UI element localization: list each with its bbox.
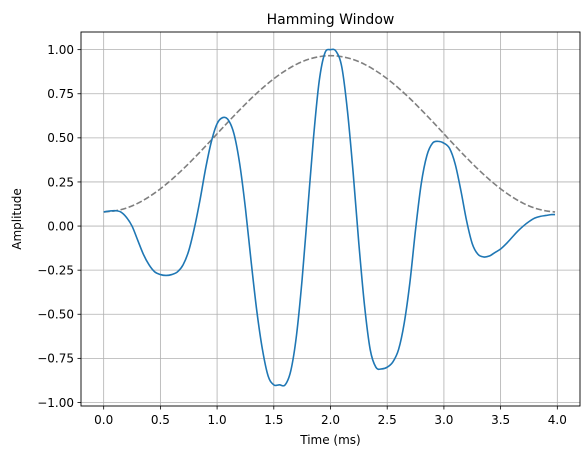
x-tick-label: 0.0 (94, 413, 113, 427)
y-axis: −1.00 −0.75 −0.50 −0.25 0.00 0.25 0.50 0.75 1.00 (37, 43, 81, 410)
y-tick-label: −0.75 (37, 352, 74, 366)
plot-area (103, 48, 556, 387)
x-tick-label: 2.0 (321, 413, 340, 427)
y-tick-label: 0.75 (47, 87, 74, 101)
x-tick-label: 4.0 (548, 413, 567, 427)
x-axis: 0.0 0.5 1.0 1.5 2.0 2.5 3.0 3.5 4.0 (94, 406, 567, 427)
y-axis-label: Amplitude (10, 188, 24, 250)
y-tick-label: 0.00 (47, 219, 74, 233)
x-tick-label: 3.5 (491, 413, 510, 427)
window-envelope-line (103, 54, 556, 213)
x-tick-label: 3.0 (434, 413, 453, 427)
signal-line (103, 48, 556, 387)
y-tick-label: −1.00 (37, 396, 74, 410)
y-tick-label: 1.00 (47, 43, 74, 57)
y-tick-label: 0.50 (47, 131, 74, 145)
y-tick-label: 0.25 (47, 175, 74, 189)
x-tick-label: 0.5 (151, 413, 170, 427)
x-tick-label: 1.5 (264, 413, 283, 427)
y-tick-label: −0.50 (37, 308, 74, 322)
x-tick-label: 2.5 (378, 413, 397, 427)
y-tick-label: −0.25 (37, 263, 74, 277)
chart-title: Hamming Window (267, 12, 395, 28)
x-tick-label: 1.0 (208, 413, 227, 427)
x-axis-label: Time (ms) (299, 433, 361, 447)
